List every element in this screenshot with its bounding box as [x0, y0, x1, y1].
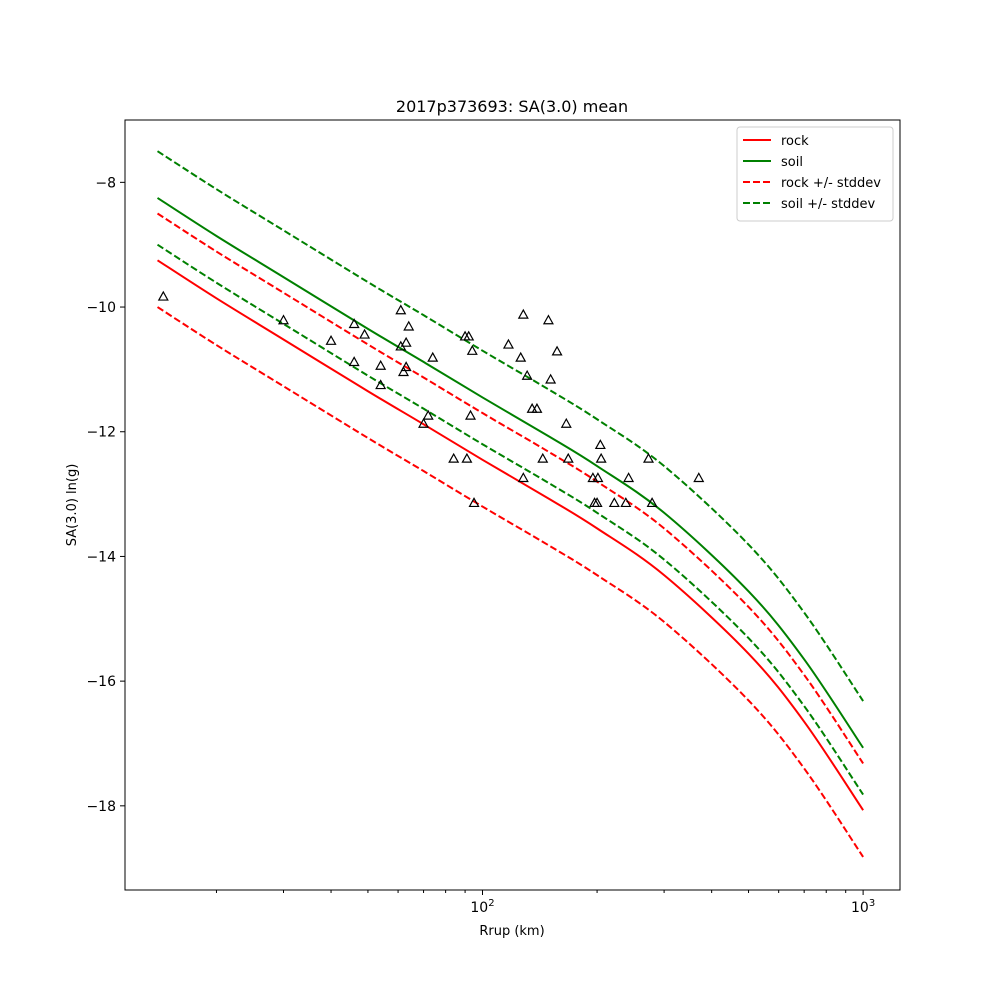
observation-point [464, 409, 477, 420]
series-line-soil [156, 197, 864, 749]
legend-box [736, 126, 894, 222]
axes-frame [124, 119, 901, 891]
x-tick-label: 103 [851, 898, 875, 916]
observation-point [693, 472, 705, 483]
observation-point [325, 334, 337, 345]
x-axis: 102 103 [215, 890, 875, 916]
legend-label: soil [781, 155, 803, 170]
y-axis: −8 −10 −12 −14 −16 −18 [86, 175, 125, 815]
observation-point [594, 439, 606, 450]
x-tick-label: 102 [470, 898, 494, 916]
legend: rock soil rock +/- stddev soil +/- stddev [736, 126, 894, 222]
observation-point [418, 417, 430, 428]
observation-point [517, 472, 529, 483]
observation-point [521, 369, 533, 380]
observation-point [463, 330, 475, 341]
observation-point [348, 356, 360, 367]
plot-area [124, 119, 901, 891]
observation-point [157, 290, 169, 301]
observation-point [375, 359, 387, 370]
observation-point [646, 497, 658, 508]
series-line-rock [156, 259, 864, 811]
x-axis-label: Rrup (km) [479, 924, 544, 939]
observation-point [542, 314, 554, 325]
observation-point [397, 366, 410, 377]
y-tick-label: −18 [86, 799, 116, 815]
y-tick-label: −12 [86, 425, 116, 441]
observation-point [277, 314, 290, 325]
observation-point [422, 409, 434, 420]
observation-point [359, 328, 371, 339]
observation-point [427, 351, 439, 362]
observation-point [468, 497, 480, 508]
observation-point [591, 497, 603, 508]
observation-point [400, 336, 412, 347]
observation-point [466, 344, 478, 355]
observation-point [592, 472, 604, 483]
y-axis-label: SA(3.0) ln(g) [65, 464, 80, 547]
y-tick-label: −14 [86, 549, 116, 565]
observation-point [375, 379, 387, 390]
legend-label: rock +/- stddev [781, 176, 881, 191]
observation-point [517, 308, 529, 319]
y-tick-label: −16 [86, 674, 116, 690]
observation-point [502, 338, 514, 349]
y-tick-label: −8 [95, 175, 116, 191]
observation-point [448, 452, 460, 463]
observation-point [515, 351, 527, 362]
observation-point [608, 497, 620, 508]
observation-point [595, 452, 607, 463]
observation-point [395, 304, 407, 315]
chart-title: 2017p373693: SA(3.0) mean [396, 97, 628, 116]
observation-point [562, 452, 574, 463]
y-tick-label: −10 [86, 300, 116, 316]
observation-point [531, 402, 543, 413]
observation-point [545, 373, 557, 384]
observation-point [400, 361, 412, 372]
observation-point [551, 345, 563, 356]
legend-label: rock [781, 134, 809, 149]
observation-point [403, 320, 415, 331]
observation-point [642, 452, 655, 463]
observation-point [620, 497, 632, 508]
observation-point [560, 417, 572, 428]
observation-point [623, 472, 635, 483]
observation-point [461, 452, 473, 463]
observation-point [537, 452, 549, 463]
legend-label: soil +/- stddev [781, 197, 876, 212]
observation-point [348, 318, 360, 329]
